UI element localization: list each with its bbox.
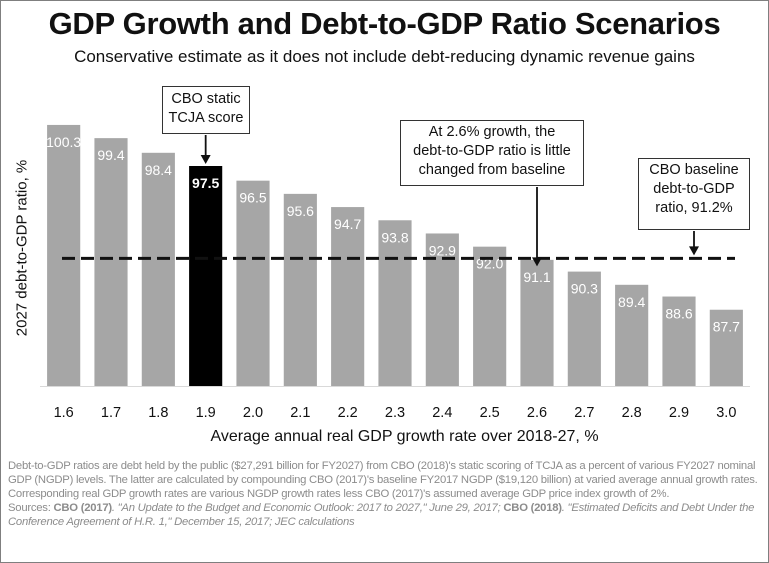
bar-1.6	[47, 124, 81, 386]
x-tick-label-2.1: 2.1	[290, 405, 310, 421]
x-tick-label-2.7: 2.7	[574, 405, 594, 421]
static-score-arrow-head	[200, 155, 211, 164]
callout-line: changed from baseline	[418, 162, 566, 178]
x-axis-label: Average annual real GDP growth rate over…	[210, 428, 599, 445]
x-tick-label-1.6: 1.6	[54, 405, 74, 421]
methodology-note: Debt-to-GDP ratios are debt held by the …	[8, 460, 758, 501]
value-label-2.8: 89.4	[618, 294, 645, 310]
callout-line: CBO static	[171, 91, 241, 107]
callout-line: ratio, 91.2%	[655, 200, 733, 216]
value-label-2.3: 93.8	[381, 229, 408, 245]
value-label-2.4: 92.9	[429, 242, 456, 258]
bar-1.7	[94, 138, 128, 386]
callout-line: CBO baseline	[649, 162, 739, 178]
value-label-2.6: 91.1	[523, 269, 550, 285]
value-label-2.0: 96.5	[239, 190, 266, 206]
value-label-2.7: 90.3	[571, 281, 598, 297]
bar-2.7	[567, 271, 601, 386]
bar-2.3	[378, 220, 412, 386]
x-tick-label-2.9: 2.9	[669, 405, 689, 421]
x-tick-label-2.5: 2.5	[480, 405, 500, 421]
x-tick-label-1.8: 1.8	[148, 405, 168, 421]
baseline-callout: CBO baseline debt-to-GDP ratio, 91.2%	[638, 158, 750, 230]
baseline-arrow-head	[689, 246, 699, 256]
source-1-name: CBO (2017)	[53, 502, 112, 515]
x-tick-label-2.0: 2.0	[243, 405, 263, 421]
x-tick-label-3.0: 3.0	[716, 405, 736, 421]
bar-2.0	[236, 180, 270, 386]
growth-2-6-callout: At 2.6% growth, the debt-to-GDP ratio is…	[400, 120, 584, 186]
chart-subtitle: Conservative estimate as it does not inc…	[74, 47, 695, 66]
bar-1.8	[141, 152, 175, 386]
value-label-2.2: 94.7	[334, 216, 361, 232]
value-label-1.9: 97.5	[192, 175, 219, 191]
value-label-2.1: 95.6	[287, 203, 314, 219]
x-tick-label-2.8: 2.8	[622, 405, 642, 421]
callout-line: debt-to-GDP	[653, 181, 735, 197]
value-label-1.8: 98.4	[145, 162, 172, 178]
sources-note: Sources: CBO (2017). "An Update to the B…	[8, 501, 763, 529]
bar-2.6	[520, 259, 554, 386]
growth-2-6-arrow-head	[532, 257, 542, 267]
bar-2.8	[615, 284, 649, 386]
bar-1.9	[189, 166, 223, 386]
x-tick-label-1.9: 1.9	[196, 405, 216, 421]
x-tick-label-2.6: 2.6	[527, 405, 547, 421]
source-1-title: . "An Update to the Budget and Economic …	[111, 502, 504, 515]
callout-line: TCJA score	[168, 110, 244, 126]
x-tick-label-2.2: 2.2	[338, 405, 358, 421]
bar-2.2	[331, 207, 365, 386]
source-2-title: . "Estimated Deficits and Debt Under the…	[8, 502, 755, 529]
bar-2.9	[662, 296, 696, 386]
sources-prefix: Sources:	[8, 502, 54, 515]
x-tick-label-2.3: 2.3	[385, 405, 405, 421]
value-label-1.6: 100.3	[46, 134, 81, 150]
bar-2.5	[473, 246, 507, 386]
source-2-name: CBO (2018)	[503, 502, 562, 515]
x-tick-label-1.7: 1.7	[101, 405, 121, 421]
x-tick-label-2.4: 2.4	[432, 405, 452, 421]
value-label-2.9: 88.6	[665, 306, 692, 322]
callout-line: At 2.6% growth, the	[428, 124, 556, 140]
y-axis-label: 2027 debt-to-GDP ratio, %	[13, 159, 31, 337]
static-score-callout: CBO static TCJA score	[162, 86, 250, 134]
value-label-3.0: 87.7	[713, 319, 740, 335]
bar-3.0	[709, 309, 743, 386]
value-label-1.7: 99.4	[97, 147, 124, 163]
footnotes: Debt-to-GDP ratios are debt held by the …	[8, 459, 763, 529]
callout-line: debt-to-GDP ratio is little	[413, 143, 571, 159]
chart-title: GDP Growth and Debt-to-GDP Ratio Scenari…	[48, 6, 721, 41]
bar-2.1	[283, 193, 317, 386]
